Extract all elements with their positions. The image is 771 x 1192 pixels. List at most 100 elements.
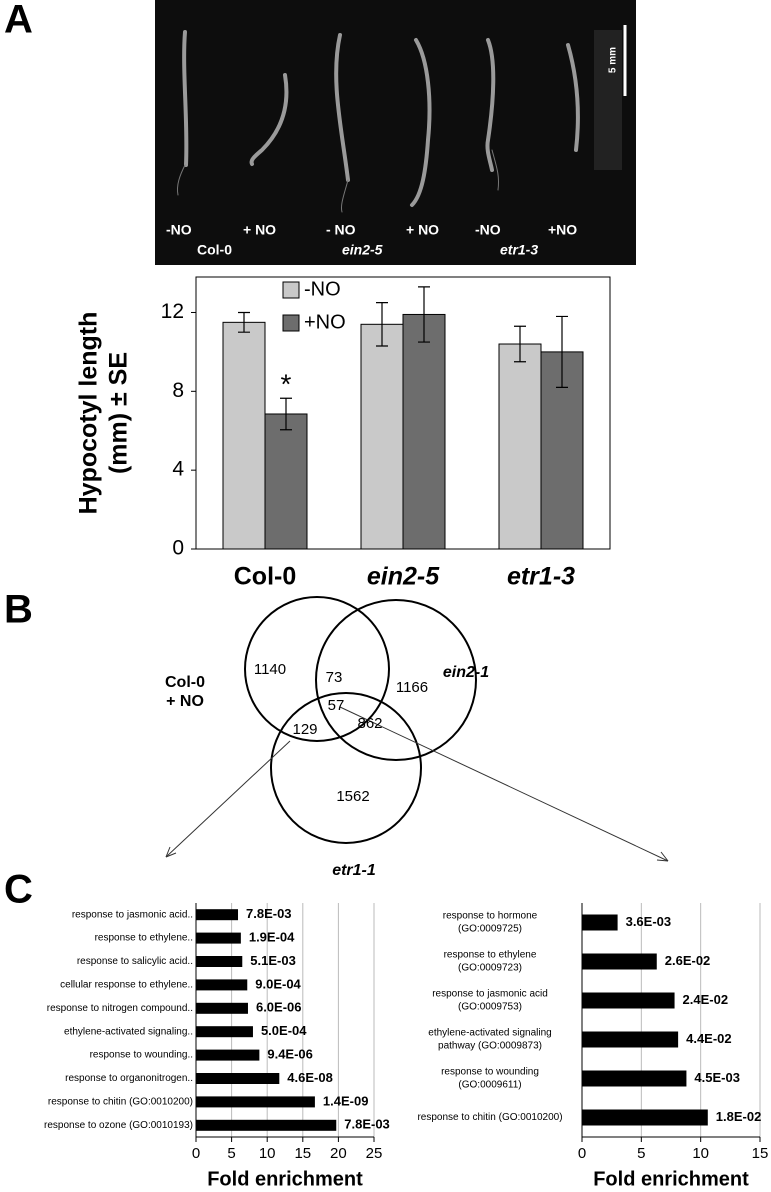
genotype-label: Col-0	[197, 242, 232, 258]
category-label: response to jasmonic acid..	[72, 909, 193, 920]
x-tick-label: 5	[227, 1145, 235, 1162]
bar	[222, 321, 266, 550]
root	[177, 164, 186, 196]
bar	[196, 1119, 337, 1131]
bar-annotation: 5.0E-04	[261, 1023, 307, 1038]
significance-mark: *	[281, 369, 292, 400]
venn-circles	[244, 596, 477, 844]
x-tick-label: 0	[192, 1145, 200, 1162]
bar-annotation: 3.6E-03	[626, 914, 672, 929]
x-tick-label: 15	[294, 1145, 311, 1162]
bar	[196, 932, 241, 944]
genotype-label: ein2-5	[342, 242, 383, 258]
bar-annotation: 9.0E-04	[255, 976, 301, 991]
set-label: + NO	[166, 693, 204, 710]
error-bar	[514, 325, 526, 363]
category-label: ethylene-activated signaling	[428, 1028, 551, 1039]
legend-label: +NO	[304, 311, 346, 333]
x-axis-label: Fold enrichment	[593, 1168, 749, 1190]
bar	[264, 413, 308, 550]
x-tick-label: 5	[637, 1145, 645, 1162]
bar	[582, 1031, 679, 1048]
x-tick-label: 10	[692, 1145, 709, 1162]
legend-label: -NO	[304, 278, 341, 300]
arrows	[165, 706, 669, 862]
y-tick-label: 0	[172, 537, 184, 560]
bar-annotation: 1.8E-02	[716, 1109, 762, 1124]
y-tick-label: 4	[172, 458, 184, 481]
bar-annotation: 5.1E-03	[250, 953, 296, 968]
venn-circle	[270, 692, 422, 844]
set-label: etr1-1	[332, 862, 376, 879]
root	[491, 149, 499, 191]
bar	[582, 1109, 708, 1126]
panel-label: C	[4, 868, 33, 912]
category-label: response to ethylene..	[95, 933, 193, 944]
region-count: 57	[328, 697, 345, 714]
bar	[196, 979, 248, 991]
bar	[360, 323, 404, 550]
error-bar	[376, 302, 388, 347]
region-count: 73	[326, 669, 343, 686]
y-axis-label: (mm) ± SE	[105, 352, 133, 474]
genotype-label: etr1-3	[500, 242, 538, 258]
treatment-label: -NO	[166, 222, 192, 238]
seedling	[485, 38, 496, 172]
y-tick-label: 8	[172, 379, 184, 402]
bar	[498, 343, 542, 550]
bar	[196, 1049, 260, 1061]
bar-annotation: 6.0E-06	[256, 1000, 302, 1015]
category-label: response to salicylic acid..	[77, 956, 193, 967]
arrow-head	[656, 851, 669, 862]
category-label: ethylene-activated signaling..	[64, 1026, 193, 1037]
bar-annotation: 4.4E-02	[686, 1031, 732, 1046]
bar	[196, 1002, 248, 1014]
scale-bar-label: 5 mm	[608, 47, 619, 73]
bar-annotation: 2.6E-02	[665, 953, 711, 968]
region-count: 1140	[254, 661, 286, 678]
category-label: response to chitin (GO:0010200)	[417, 1112, 562, 1123]
bar-annotation: 4.6E-08	[287, 1070, 333, 1085]
category-label: response to wounding..	[90, 1050, 193, 1061]
x-tick-label: etr1-3	[507, 563, 575, 591]
treatment-label: -NO	[475, 222, 501, 238]
bar-annotation: 9.4E-06	[267, 1047, 313, 1062]
seedling	[249, 73, 289, 166]
legend-swatch	[282, 314, 300, 332]
x-tick-label: 15	[752, 1145, 769, 1162]
bar-annotation: 7.8E-03	[344, 1117, 390, 1132]
y-axis-label: Hypocotyl length	[75, 312, 103, 515]
category-label: response to ozone (GO:0010193)	[44, 1120, 193, 1131]
category-label: (GO:0009725)	[458, 924, 522, 935]
category-label: (GO:0009723)	[458, 963, 522, 974]
treatment-label: + NO	[406, 222, 439, 238]
bar	[196, 956, 243, 967]
category-label: response to chitin (GO:0010200)	[48, 1097, 193, 1108]
category-label: response to ethylene	[444, 950, 537, 961]
set-label: Col-0	[165, 674, 205, 691]
bar-annotation: 7.8E-03	[246, 906, 292, 921]
seedling	[334, 33, 350, 182]
x-tick-label: 10	[259, 1145, 276, 1162]
bar-annotation: 4.5E-03	[694, 1070, 740, 1085]
bar	[402, 313, 446, 550]
category-label: response to hormone	[443, 911, 538, 922]
treatment-label: + NO	[243, 222, 276, 238]
region-count: 862	[357, 715, 382, 732]
category-label: response to nitrogen compound..	[47, 1003, 193, 1014]
category-label: response to organonitrogen..	[65, 1073, 193, 1084]
bar	[196, 909, 239, 921]
bar	[582, 953, 657, 970]
bar	[582, 992, 675, 1009]
x-tick-label: 0	[578, 1145, 586, 1162]
bar	[582, 1070, 687, 1087]
error-bar	[238, 311, 250, 333]
category-label: (GO:0009611)	[458, 1080, 521, 1091]
category-label: response to wounding	[441, 1067, 539, 1078]
bar-annotation: 2.4E-02	[683, 992, 729, 1007]
seedling	[410, 38, 432, 207]
category-label: cellular response to ethylene..	[60, 980, 193, 991]
region-count: 1562	[336, 788, 369, 805]
seedling	[566, 43, 580, 152]
